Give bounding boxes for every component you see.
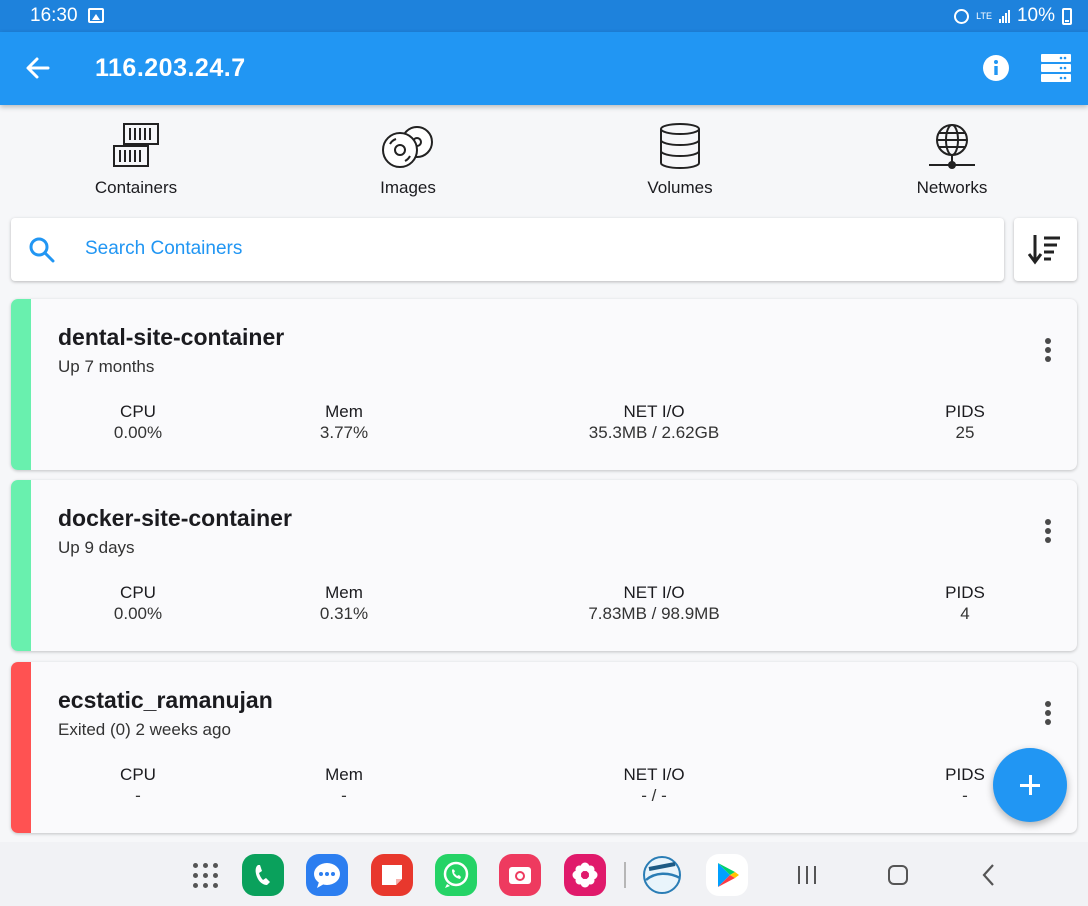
lifetime-app-icon[interactable] — [641, 854, 683, 896]
search-bar[interactable]: Search Containers — [11, 218, 1004, 281]
mem-stat: Mem - — [284, 764, 404, 806]
taskbar-divider — [624, 862, 626, 888]
mem-stat: Mem 0.31% — [284, 582, 404, 624]
pids-label: PIDS — [945, 402, 985, 421]
net-io-stat: NET I/O - / - — [554, 764, 754, 806]
server-list-icon[interactable] — [1040, 52, 1072, 84]
status-bar: 16:30 LTE 10% — [0, 0, 1088, 32]
system-nav-bar — [0, 842, 1088, 906]
globe-network-icon — [929, 124, 975, 169]
discs-icon — [382, 126, 433, 168]
notes-app-icon[interactable] — [371, 854, 413, 896]
net-io-label: NET I/O — [623, 765, 685, 784]
net-io-stat: NET I/O 35.3MB / 2.62GB — [554, 401, 754, 443]
net-io-label: NET I/O — [623, 402, 685, 421]
status-indicator — [11, 662, 31, 833]
container-status: Exited (0) 2 weeks ago — [58, 720, 231, 739]
app-bar: 116.203.24.7 — [0, 32, 1088, 105]
back-arrow-icon[interactable] — [20, 50, 56, 86]
cpu-label: CPU — [120, 402, 156, 421]
container-card[interactable]: dental-site-container Up 7 months CPU 0.0… — [11, 299, 1077, 470]
search-icon — [29, 237, 55, 263]
net-io-value: 35.3MB / 2.62GB — [588, 423, 720, 442]
status-indicator — [11, 480, 31, 651]
container-icon — [113, 123, 159, 167]
cpu-stat: CPU - — [78, 764, 198, 806]
container-status: Up 9 days — [58, 538, 135, 557]
net-io-value: - / - — [641, 786, 667, 805]
container-card[interactable]: docker-site-container Up 9 days CPU 0.00%… — [11, 480, 1077, 651]
cpu-stat: CPU 0.00% — [78, 401, 198, 443]
more-options-icon[interactable] — [1038, 519, 1058, 547]
mem-stat: Mem 3.77% — [284, 401, 404, 443]
cpu-value: 0.00% — [113, 423, 163, 442]
tab-label: Containers — [94, 178, 178, 197]
tab-label: Networks — [916, 178, 988, 197]
cpu-value: - — [135, 786, 141, 805]
recents-icon[interactable] — [794, 860, 822, 890]
battery-percent: 10% — [1016, 5, 1055, 26]
container-name: dental-site-container — [58, 324, 285, 350]
container-name: docker-site-container — [58, 505, 292, 531]
cpu-label: CPU — [120, 583, 156, 602]
cpu-stat: CPU 0.00% — [78, 582, 198, 624]
pids-label: PIDS — [945, 765, 985, 784]
pids-value: 4 — [960, 604, 970, 623]
info-icon[interactable] — [982, 54, 1010, 82]
page-title: 116.203.24.7 — [95, 54, 246, 82]
status-time: 16:30 — [30, 5, 78, 26]
database-icon — [660, 123, 700, 169]
alarm-icon — [954, 8, 970, 24]
network-type: LTE — [976, 11, 992, 21]
tab-networks[interactable]: Networks — [872, 122, 1032, 204]
whatsapp-app-icon[interactable] — [435, 854, 477, 896]
mem-label: Mem — [325, 765, 363, 784]
tab-images[interactable]: Images — [328, 122, 488, 204]
pids-stat: PIDS - — [905, 764, 1025, 806]
mem-label: Mem — [325, 402, 363, 421]
mem-value: 0.31% — [319, 604, 369, 623]
tab-label: Volumes — [647, 178, 713, 197]
status-icons: LTE 10% — [954, 5, 1072, 27]
app-drawer-icon[interactable] — [193, 863, 219, 889]
phone-app-icon[interactable] — [242, 854, 284, 896]
gallery-icon — [88, 8, 104, 23]
pids-stat: PIDS 4 — [905, 582, 1025, 624]
net-io-stat: NET I/O 7.83MB / 98.9MB — [554, 582, 754, 624]
cpu-value: 0.00% — [113, 604, 163, 623]
pids-stat: PIDS 25 — [905, 401, 1025, 443]
flower-app-icon[interactable] — [564, 854, 606, 896]
sort-icon — [1028, 235, 1060, 265]
container-status: Up 7 months — [58, 357, 155, 376]
battery-icon — [1062, 7, 1072, 25]
home-icon[interactable] — [884, 860, 912, 890]
container-name: ecstatic_ramanujan — [58, 687, 273, 713]
tab-containers[interactable]: Containers — [56, 122, 216, 204]
more-options-icon[interactable] — [1038, 338, 1058, 366]
sort-button[interactable] — [1014, 218, 1077, 281]
resource-tabs: Containers Images Volumes — [0, 108, 1088, 208]
mem-value: 3.77% — [319, 423, 369, 442]
net-io-label: NET I/O — [623, 583, 685, 602]
messages-app-icon[interactable] — [306, 854, 348, 896]
more-options-icon[interactable] — [1038, 701, 1058, 729]
tab-volumes[interactable]: Volumes — [600, 122, 760, 204]
back-nav-icon[interactable] — [975, 860, 1003, 890]
container-card[interactable]: ecstatic_ramanujan Exited (0) 2 weeks ag… — [11, 662, 1077, 833]
camera-app-icon[interactable] — [499, 854, 541, 896]
search-input[interactable]: Search Containers — [85, 238, 243, 259]
cpu-label: CPU — [120, 765, 156, 784]
net-io-value: 7.83MB / 98.9MB — [588, 604, 720, 623]
mem-value: - — [341, 786, 347, 805]
pids-value: 25 — [955, 423, 975, 442]
add-container-button[interactable] — [993, 748, 1067, 822]
mem-label: Mem — [325, 583, 363, 602]
pids-label: PIDS — [945, 583, 985, 602]
play-store-icon[interactable] — [706, 854, 748, 896]
signal-icon — [998, 9, 1010, 23]
tab-label: Images — [380, 178, 436, 197]
status-indicator — [11, 299, 31, 470]
pids-value: - — [962, 786, 968, 805]
